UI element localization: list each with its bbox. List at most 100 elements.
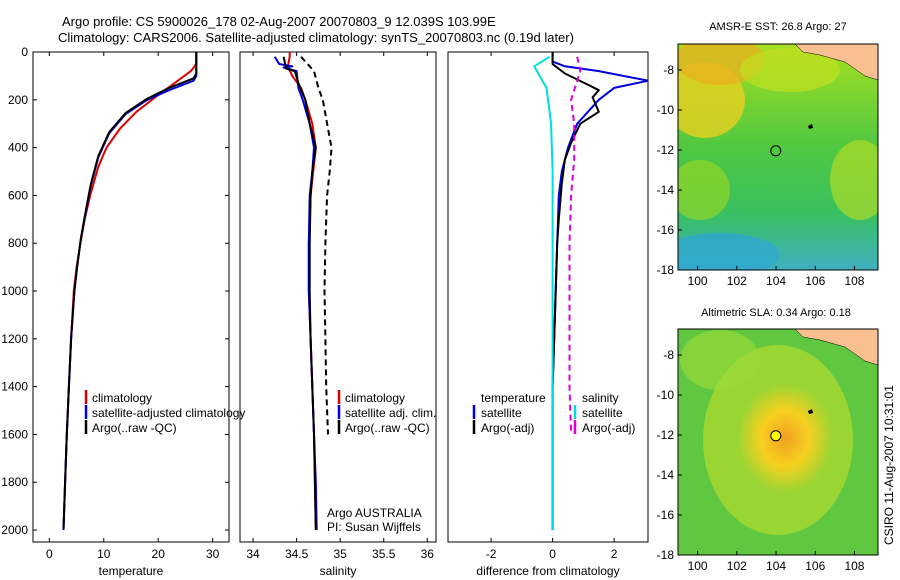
csiro-timestamp: CSIRO 11-Aug-2007 10:31:01 (882, 385, 896, 545)
annotation-pi: PI: Susan Wijffels (327, 520, 421, 534)
map-xtick-label: 102 (727, 559, 747, 573)
legend-label-temp-satellite: satellite (481, 406, 522, 420)
map-xtick-label: 106 (805, 274, 825, 288)
temperature-lines (62, 52, 198, 531)
map-xtick-label: 100 (688, 274, 708, 288)
legend-label-satellite-adjusted: satellite-adjusted climatology (92, 406, 245, 420)
temperature-axes-box (32, 51, 230, 543)
difference-legend: temperature salinity satellite Argo(-adj… (472, 391, 635, 435)
ytick-label: 1800 (1, 475, 28, 489)
difference-panel: -2 0 2 difference from climatology tempera… (447, 51, 649, 578)
legend-label-argo: Argo(..raw -QC) (92, 421, 177, 435)
series-line-1 (551, 52, 600, 530)
legend-label-argo: Argo(..raw -QC) (345, 421, 430, 435)
legend-label-satellite-adj: satellite adj. clim. (345, 406, 436, 420)
salinity-axes-box (239, 51, 437, 543)
ytick-label: 800 (8, 236, 28, 250)
legend-label-temp-argo: Argo(-adj) (481, 421, 534, 435)
sla-map-ticks: 100 102 104 106 108 -8 -10 -12 -14 -16 -18 (657, 348, 865, 573)
legend-label-sal-argo: Argo(-adj) (582, 421, 635, 435)
salinity-panel: 34 34.5 35 35.5 36 salinity climatology sate… (239, 51, 437, 578)
sla-land-java (794, 329, 878, 366)
map-ytick-label: -10 (657, 103, 675, 117)
series-line-2 (282, 56, 317, 531)
ytick-label: 200 (8, 93, 28, 107)
sla-map-field (678, 329, 878, 555)
map-ytick-label: -14 (657, 183, 675, 197)
xtick-label: 35.5 (372, 547, 396, 561)
series-line-1 (62, 52, 198, 531)
map-xtick-label: 108 (844, 274, 864, 288)
map-ytick-label: -14 (657, 468, 675, 482)
xtick-label: 34 (246, 547, 260, 561)
xtick-label: 35 (333, 547, 347, 561)
map-ytick-label: -18 (657, 263, 675, 277)
salinity-xlabel: salinity (320, 564, 357, 578)
series-line-2 (533, 55, 554, 530)
xtick-label: 34.5 (285, 547, 309, 561)
map-ytick-label: -18 (657, 548, 675, 562)
map-ytick-label: -8 (663, 348, 674, 362)
salinity-lines (273, 52, 333, 531)
map-ytick-label: -10 (657, 388, 675, 402)
ytick-label: 1600 (1, 427, 28, 441)
legend-header-salinity: salinity (582, 391, 619, 405)
xtick-label: 20 (152, 547, 166, 561)
difference-xlabel: difference from climatology (476, 564, 619, 578)
sst-map-frame (677, 43, 879, 271)
sst-land-java (794, 44, 878, 81)
map-xtick-label: 100 (688, 559, 708, 573)
map-xtick-label: 104 (766, 559, 786, 573)
xtick-label: 0 (549, 547, 556, 561)
temperature-ticks: 0 10 20 30 0 200 400 600 800 1000 1200 1400 1600 1800… (1, 45, 229, 561)
annotation-argo-australia: Argo AUSTRALIA (327, 506, 422, 520)
sla-argo-marker (770, 430, 782, 442)
sst-map-panel: AMSR-E SST: 26.8 Argo: 27 100 102 104 106 10… (657, 21, 879, 288)
salinity-legend: climatology satellite adj. clim. Argo(..… (337, 390, 436, 435)
map-ytick-label: -12 (657, 428, 675, 442)
ytick-label: 1000 (1, 284, 28, 298)
legend-label-climatology: climatology (92, 391, 152, 405)
sla-map-title: Altimetric SLA: 0.34 Argo: 0.18 (701, 307, 851, 319)
sst-map-title: AMSR-E SST: 26.8 Argo: 27 (709, 21, 847, 33)
sla-map-panel: Altimetric SLA: 0.34 Argo: 0.18 100 102 10… (657, 307, 879, 573)
map-ytick-label: -16 (657, 223, 675, 237)
temperature-xlabel: temperature (99, 564, 164, 578)
salinity-ticks: 34 34.5 35 35.5 36 (246, 52, 434, 561)
sla-map-frame (677, 328, 879, 556)
ytick-label: 600 (8, 188, 28, 202)
xtick-label: 30 (206, 547, 220, 561)
xtick-label: 10 (97, 547, 111, 561)
series-line-2 (62, 52, 198, 529)
ytick-label: 400 (8, 141, 28, 155)
sst-island (808, 124, 813, 129)
series-line-3 (300, 56, 333, 435)
figure-title-line2: Climatology: CARS2006. Satellite-adjuste… (58, 30, 574, 45)
ytick-label: 2000 (1, 523, 28, 537)
difference-lines (533, 52, 648, 530)
sla-island (808, 409, 813, 414)
sst-map-field (678, 44, 878, 270)
map-xtick-label: 106 (805, 559, 825, 573)
figure-title-line1: Argo profile: CS 5900026_178 02-Aug-2007… (62, 14, 496, 29)
xtick-label: 0 (46, 547, 53, 561)
map-xtick-label: 102 (727, 274, 747, 288)
sst-argo-marker (770, 145, 782, 157)
legend-header-temperature: temperature (481, 391, 546, 405)
ytick-label: 1400 (1, 380, 28, 394)
series-line-0 (62, 52, 198, 531)
series-line-3 (568, 56, 582, 435)
difference-axes-box (447, 51, 649, 543)
legend-label-climatology: climatology (345, 391, 405, 405)
series-line-0 (551, 52, 648, 530)
ytick-label: 1200 (1, 332, 28, 346)
series-line-0 (286, 52, 317, 531)
map-xtick-label: 104 (766, 274, 786, 288)
xtick-label: 2 (611, 547, 618, 561)
legend-label-sal-satellite: satellite (582, 406, 623, 420)
temperature-legend: climatology satellite-adjusted climatolo… (84, 390, 245, 435)
xtick-label: -2 (486, 547, 497, 561)
xtick-label: 36 (421, 547, 435, 561)
sst-map-ticks: 100 102 104 106 108 -8 -10 -12 -14 -16 -18 (657, 63, 865, 288)
